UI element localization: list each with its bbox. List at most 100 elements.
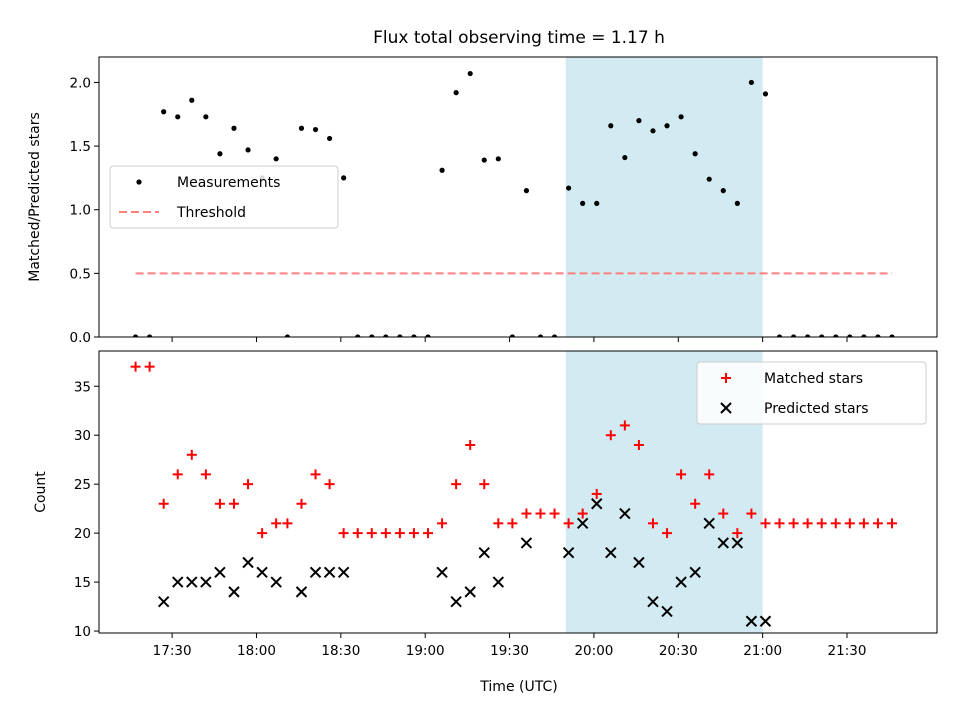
data-point — [200, 576, 212, 588]
y-tick-label: 10 — [74, 624, 91, 640]
data-point — [437, 518, 448, 529]
x-tick-label: 21:00 — [743, 643, 782, 659]
data-point — [608, 123, 614, 129]
data-point — [622, 154, 628, 161]
y-tick-label: 0.5 — [70, 266, 91, 282]
data-point — [732, 528, 743, 539]
data-point — [478, 547, 490, 559]
data-point — [537, 334, 544, 337]
data-point — [228, 498, 239, 509]
data-point — [647, 595, 659, 608]
data-point — [520, 537, 533, 549]
data-point — [563, 518, 574, 529]
data-point — [594, 200, 600, 206]
data-point — [720, 188, 726, 194]
data-point — [577, 508, 588, 519]
data-point — [326, 135, 333, 142]
data-point — [774, 518, 785, 529]
data-point — [451, 479, 462, 490]
data-point — [132, 334, 139, 337]
data-point — [217, 151, 223, 157]
y-tick-label: 20 — [74, 526, 91, 542]
data-point — [566, 185, 572, 191]
x-tick-label: 21:30 — [828, 643, 867, 659]
legend-marker — [721, 373, 731, 383]
data-point — [257, 528, 268, 539]
data-point — [341, 175, 347, 181]
data-point — [650, 128, 656, 134]
data-point — [295, 586, 308, 598]
data-point — [189, 97, 195, 103]
data-point — [161, 109, 167, 115]
panel-ratio: 0.0 0.5 1.0 1.5 2.0 Matched/Predicted stars Me… — [27, 56, 938, 346]
data-point — [175, 114, 181, 120]
data-point — [439, 167, 445, 173]
y-tick-label: 25 — [74, 477, 91, 493]
data-point — [889, 334, 895, 337]
data-point — [214, 498, 225, 509]
data-point — [172, 469, 183, 480]
chart-title: Flux total observing time = 1.17 h — [373, 28, 665, 48]
data-point — [186, 576, 198, 588]
data-point — [200, 469, 211, 480]
data-point — [760, 518, 771, 529]
data-point — [270, 576, 282, 588]
data-point — [355, 334, 361, 337]
y-tick-label: 0.0 — [70, 330, 91, 346]
data-point — [453, 90, 459, 96]
data-point — [157, 595, 170, 608]
data-point — [242, 556, 254, 569]
data-point — [312, 126, 319, 133]
y-tick-label: 35 — [74, 379, 91, 395]
data-point — [833, 334, 839, 337]
legend-label: Predicted stars — [764, 401, 869, 417]
data-point — [507, 518, 518, 529]
data-point — [576, 517, 589, 530]
data-point — [147, 334, 153, 337]
data-point — [481, 157, 487, 163]
legend: Matched stars Predicted stars — [696, 361, 927, 425]
data-point — [605, 547, 617, 559]
data-point — [296, 498, 307, 509]
data-point — [338, 528, 349, 539]
data-point — [816, 518, 827, 529]
axes-frame — [98, 56, 938, 338]
y-tick-label: 15 — [74, 575, 91, 591]
data-point — [776, 334, 783, 337]
data-point — [465, 440, 476, 450]
data-point — [551, 334, 558, 337]
data-point — [549, 508, 560, 519]
x-tick-label: 19:00 — [406, 643, 445, 659]
data-point — [492, 576, 505, 588]
data-point — [718, 508, 729, 519]
y-axis-label: Matched/Predicted stars — [27, 112, 43, 282]
data-point — [636, 118, 642, 124]
axes-frame — [98, 350, 938, 634]
data-point — [310, 469, 321, 480]
legend-label: Threshold — [176, 205, 246, 221]
data-point — [759, 615, 772, 627]
legend: Measurements Threshold — [109, 165, 339, 229]
data-point — [762, 91, 769, 97]
data-point — [647, 518, 658, 529]
data-point — [661, 605, 673, 618]
data-point — [271, 518, 282, 529]
data-point — [172, 576, 184, 588]
data-point — [521, 508, 532, 519]
data-point — [746, 508, 757, 519]
data-point — [467, 70, 473, 77]
data-point — [228, 586, 240, 598]
data-point — [802, 518, 813, 529]
x-tick-label: 17:30 — [153, 643, 192, 659]
data-point — [408, 528, 419, 539]
data-point — [847, 334, 853, 337]
data-point — [633, 556, 645, 569]
data-point — [731, 537, 744, 549]
data-point — [203, 114, 209, 120]
plot-area — [132, 70, 895, 337]
y-tick-label: 1.0 — [70, 203, 91, 219]
data-point — [380, 528, 391, 539]
data-point — [256, 566, 268, 578]
data-point — [144, 361, 155, 372]
